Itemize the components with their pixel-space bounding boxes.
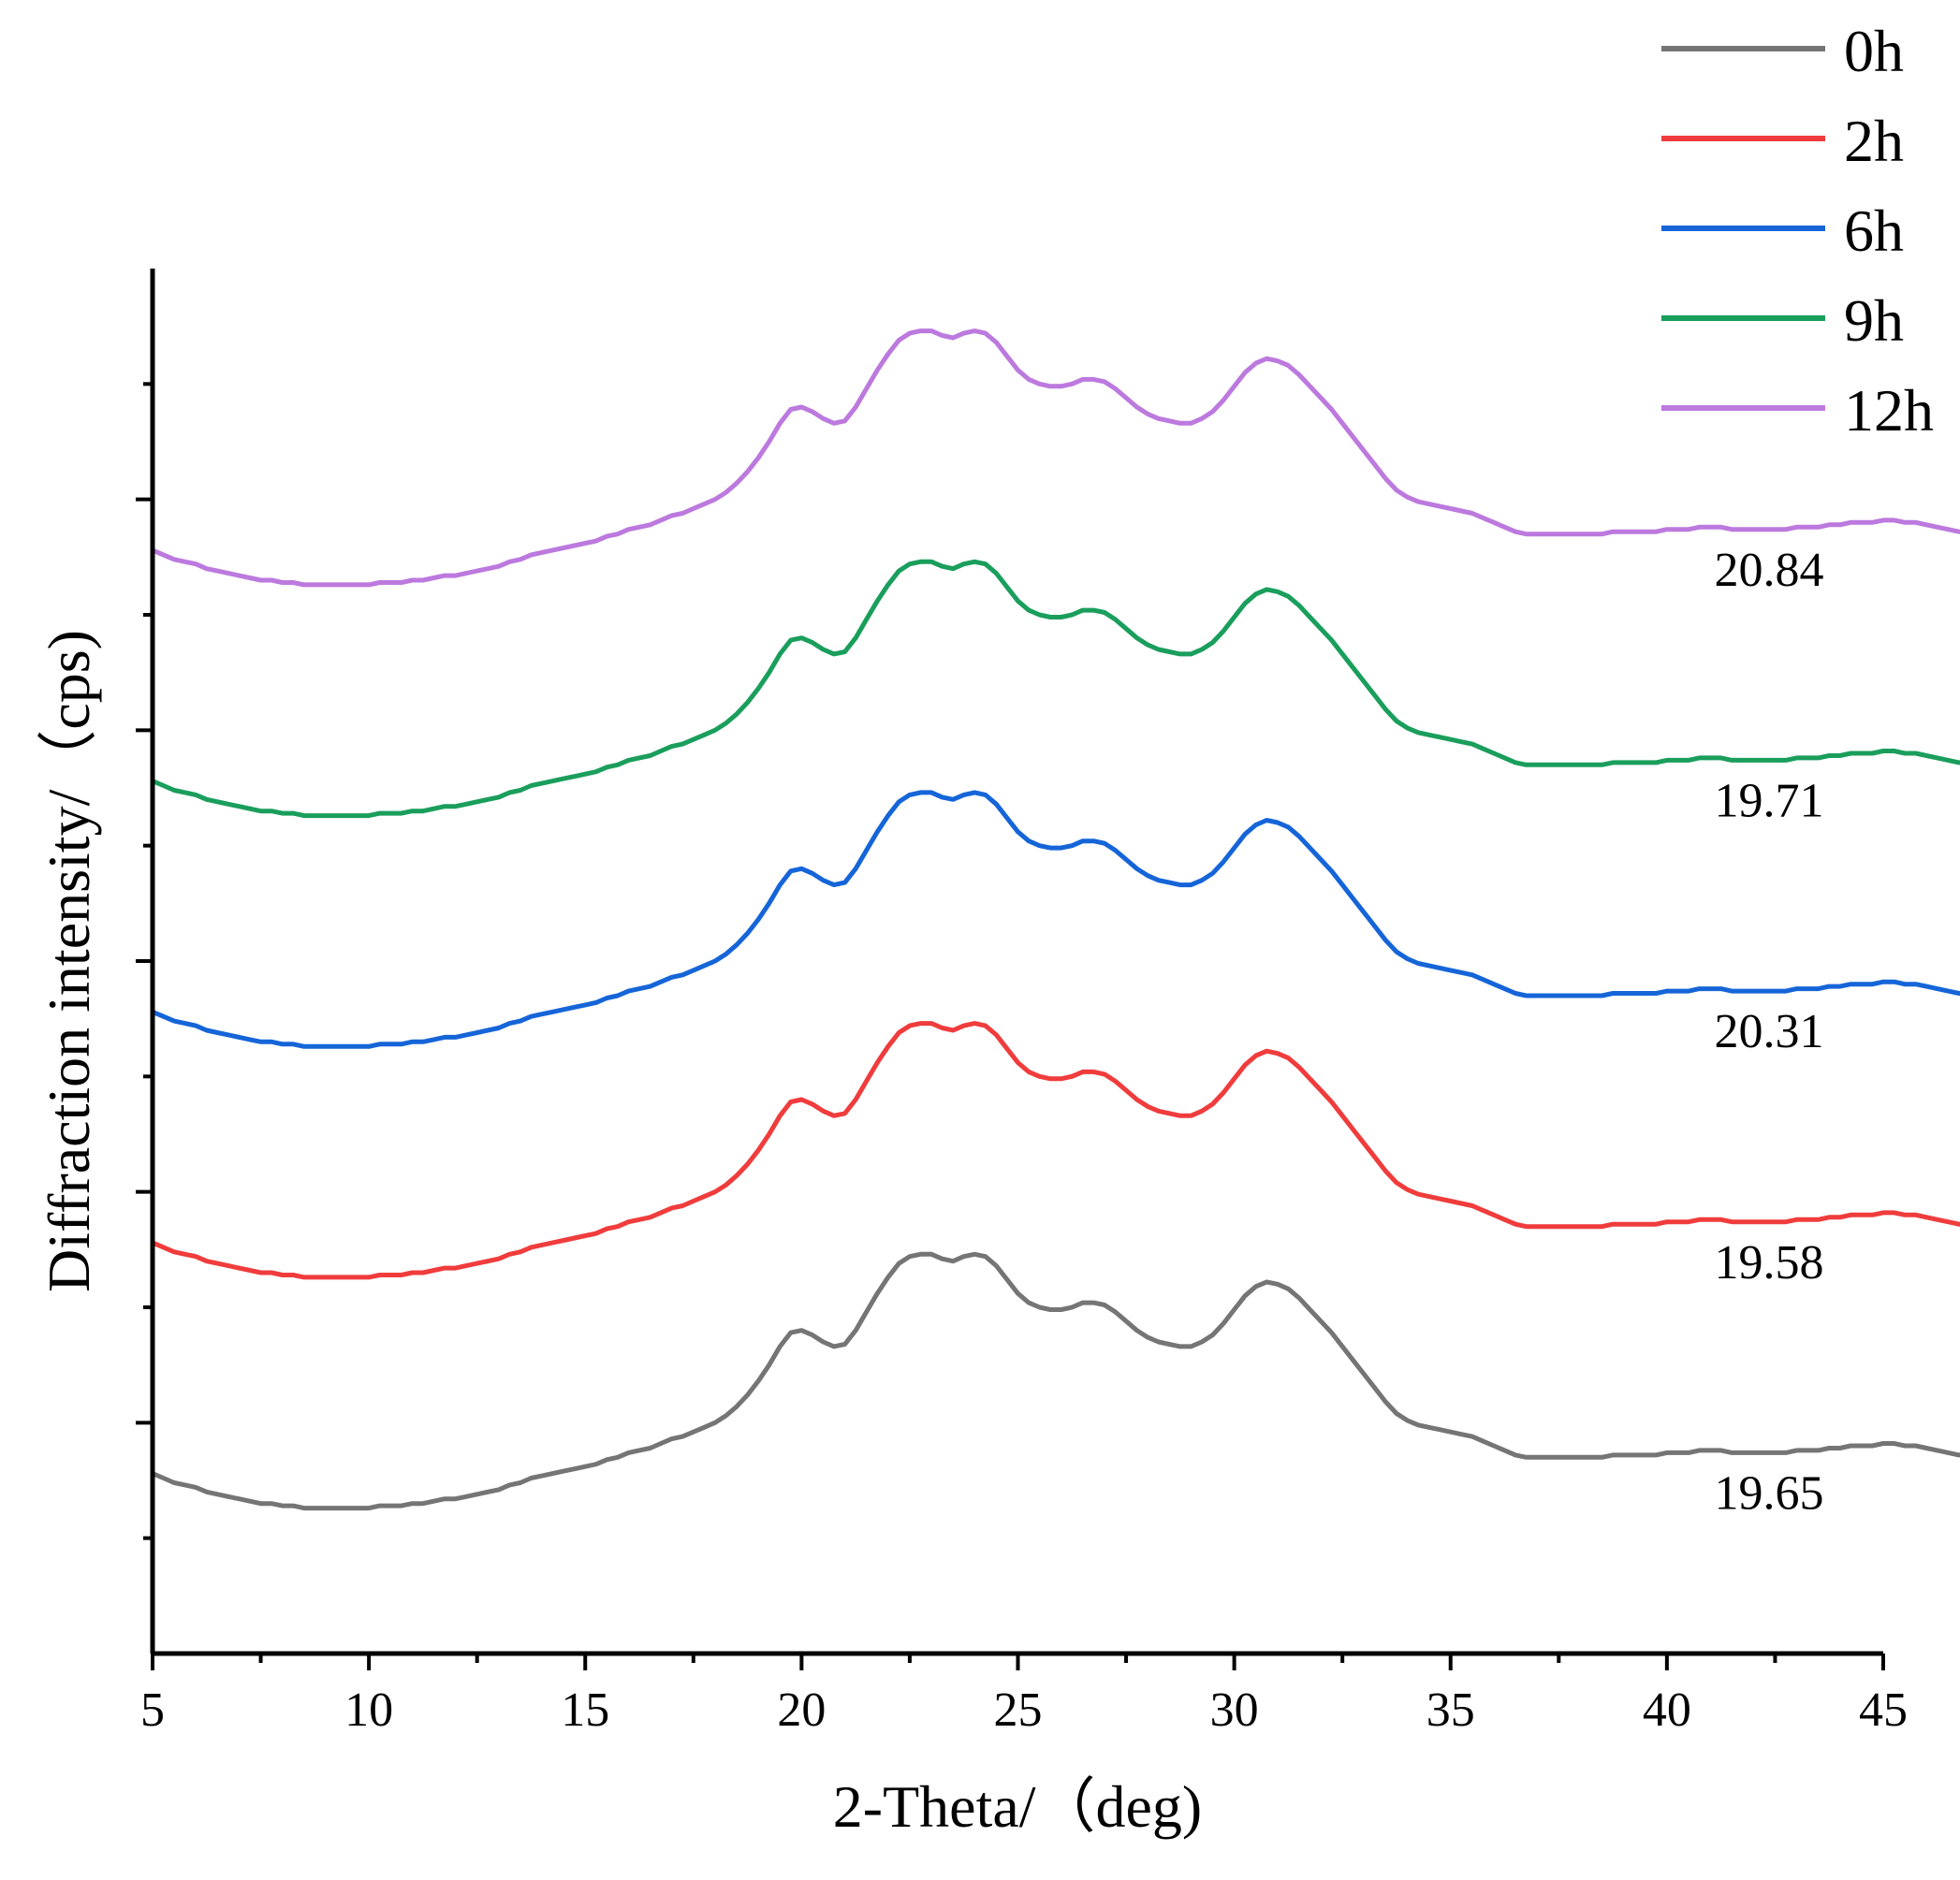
x-tick-label: 30 xyxy=(1210,1683,1259,1737)
y-axis-title: Diffraction intensity/（cps) xyxy=(36,630,102,1292)
x-tick-label: 10 xyxy=(344,1683,393,1737)
x-tick-label: 25 xyxy=(994,1683,1043,1737)
legend-label-6h: 6h xyxy=(1844,197,1904,264)
series-line-12h xyxy=(152,328,1960,588)
series-line-0h xyxy=(152,1251,1960,1511)
series-layer xyxy=(152,328,1960,1511)
x-tick-label: 40 xyxy=(1643,1683,1691,1737)
legend-label-9h: 9h xyxy=(1844,287,1904,354)
series-annotation-0h: 19.65 xyxy=(1715,1466,1824,1520)
legend: 0h 2h 6h 9h 12h xyxy=(1661,18,1934,444)
legend-label-2h: 2h xyxy=(1844,108,1904,174)
x-tick-label: 5 xyxy=(140,1683,165,1737)
x-tick-label: 35 xyxy=(1426,1683,1475,1737)
annotations: 19.65 19.58 20.31 19.71 20.84 xyxy=(1715,544,1824,1521)
x-tick-label: 20 xyxy=(777,1683,826,1737)
x-tick-label: 45 xyxy=(1859,1683,1908,1737)
legend-label-0h: 0h xyxy=(1844,18,1904,84)
series-annotation-9h: 19.71 xyxy=(1715,774,1824,827)
series-annotation-12h: 20.84 xyxy=(1715,544,1824,597)
legend-label-12h: 12h xyxy=(1844,377,1934,444)
x-tick-label: 15 xyxy=(561,1683,609,1737)
series-annotation-6h: 20.31 xyxy=(1715,1005,1824,1058)
x-axis-ticks: 5 10 15 20 25 30 35 40 45 xyxy=(140,1654,1908,1737)
series-line-2h xyxy=(152,1021,1960,1280)
y-axis-ticks xyxy=(136,382,153,1540)
series-annotation-2h: 19.58 xyxy=(1715,1236,1824,1290)
x-axis-title: 2-Theta/（deg) xyxy=(833,1773,1203,1840)
series-line-6h xyxy=(152,790,1960,1049)
series-line-9h xyxy=(152,559,1960,819)
